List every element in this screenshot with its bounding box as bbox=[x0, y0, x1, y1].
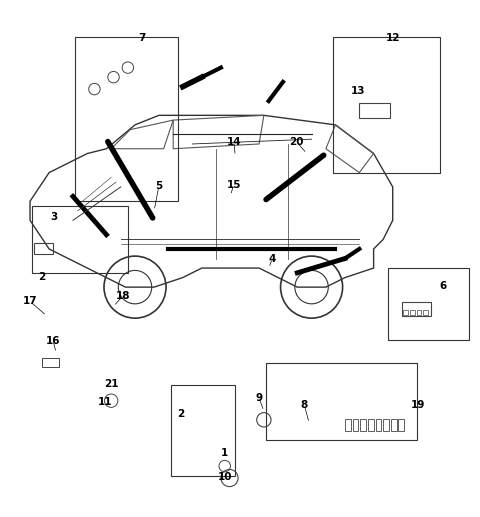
Bar bbox=[388, 268, 469, 340]
Bar bbox=[353, 419, 359, 431]
Bar bbox=[375, 419, 381, 431]
Text: 13: 13 bbox=[351, 85, 366, 96]
Bar bbox=[345, 419, 351, 431]
Text: 10: 10 bbox=[217, 472, 232, 482]
Bar bbox=[403, 310, 408, 315]
Bar bbox=[423, 310, 428, 315]
Bar bbox=[360, 103, 390, 118]
Text: 7: 7 bbox=[139, 33, 146, 43]
Text: 16: 16 bbox=[46, 336, 60, 345]
Text: 9: 9 bbox=[255, 393, 263, 403]
Bar bbox=[333, 37, 441, 173]
Text: 14: 14 bbox=[227, 136, 241, 147]
Text: 2: 2 bbox=[38, 271, 46, 282]
Bar bbox=[171, 385, 235, 476]
Bar bbox=[402, 302, 431, 316]
Text: 19: 19 bbox=[411, 401, 425, 410]
Text: 17: 17 bbox=[23, 296, 37, 307]
Bar bbox=[75, 37, 178, 201]
Text: 5: 5 bbox=[155, 181, 163, 191]
Text: 6: 6 bbox=[439, 281, 446, 291]
Bar bbox=[266, 363, 417, 440]
Bar bbox=[33, 206, 128, 273]
Text: 20: 20 bbox=[289, 136, 303, 147]
Bar bbox=[42, 358, 59, 367]
Text: 11: 11 bbox=[98, 397, 113, 407]
Bar bbox=[398, 419, 404, 431]
Text: 4: 4 bbox=[269, 253, 276, 264]
Bar bbox=[360, 419, 366, 431]
Bar bbox=[410, 310, 415, 315]
Text: 18: 18 bbox=[116, 291, 131, 301]
Text: 2: 2 bbox=[177, 408, 184, 419]
Bar bbox=[383, 419, 389, 431]
Bar bbox=[368, 419, 373, 431]
Text: 8: 8 bbox=[301, 401, 308, 410]
Bar bbox=[391, 419, 396, 431]
Text: 15: 15 bbox=[227, 179, 241, 190]
Text: 1: 1 bbox=[221, 448, 228, 458]
Text: 12: 12 bbox=[385, 33, 400, 43]
Text: 3: 3 bbox=[50, 211, 58, 221]
Text: 21: 21 bbox=[104, 378, 119, 389]
Bar bbox=[417, 310, 421, 315]
Bar bbox=[34, 243, 53, 254]
